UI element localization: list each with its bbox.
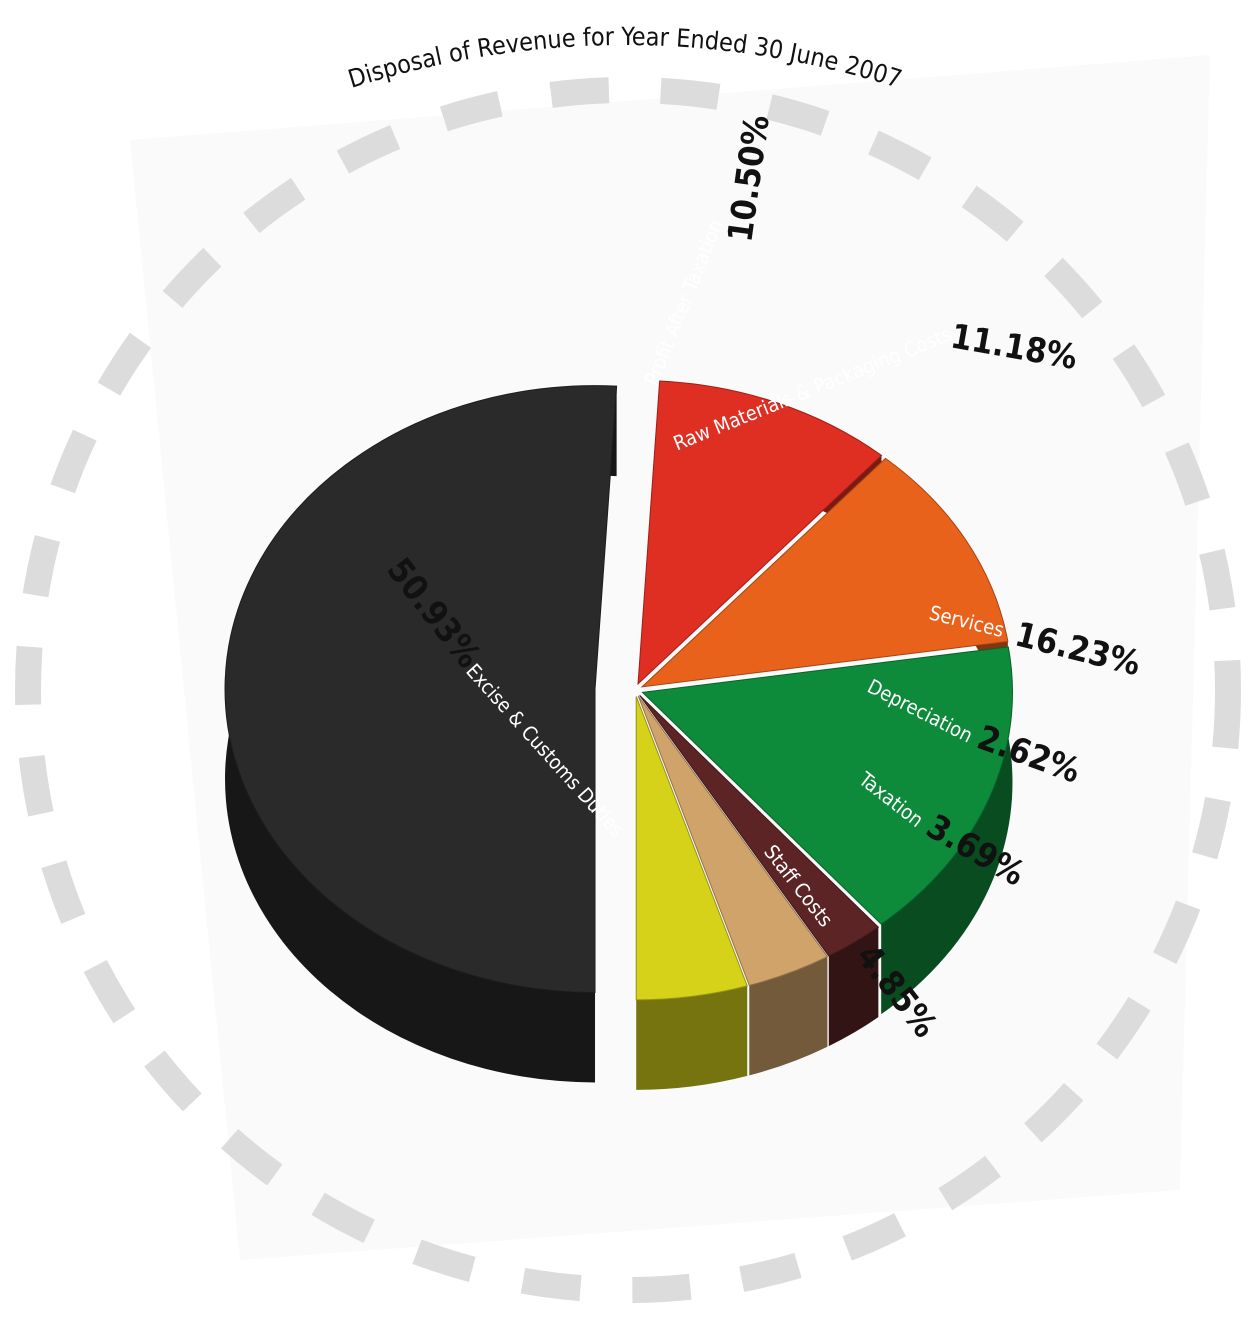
slice-side-7	[636, 986, 747, 1090]
chart-title-text: Disposal of Revenue for Year Ended 30 Ju…	[345, 22, 906, 94]
chart-title: Disposal of Revenue for Year Ended 30 Ju…	[345, 22, 906, 94]
